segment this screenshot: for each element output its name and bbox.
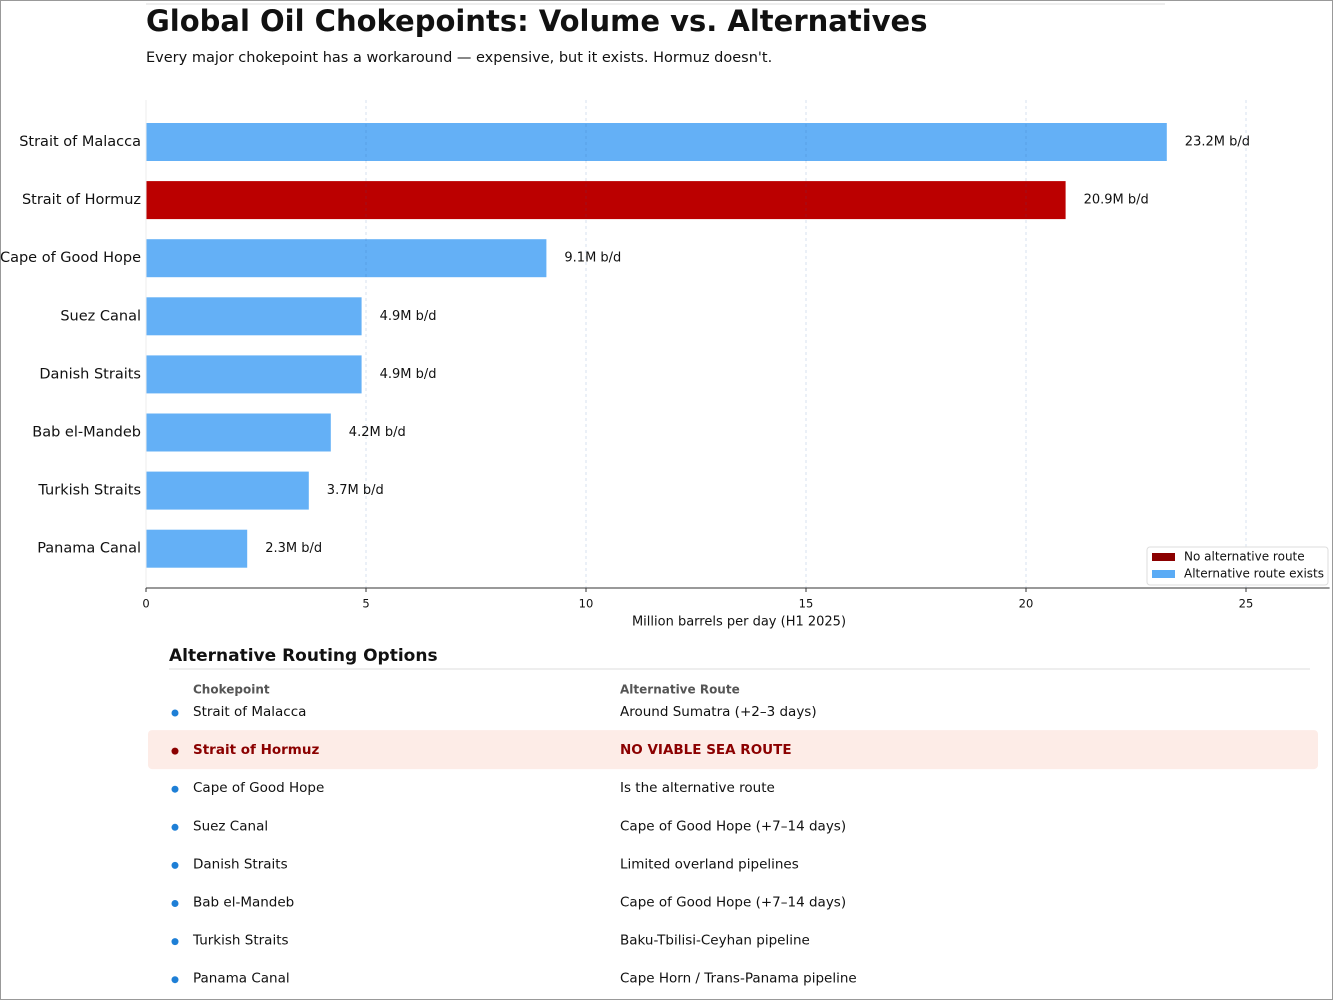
table-title: Alternative Routing Options [169, 646, 438, 666]
value-label: 2.3M b/d [265, 541, 322, 556]
table-header: Chokepoint [193, 683, 270, 697]
table-cell: Suez Canal [193, 818, 268, 834]
legend-swatch [1152, 570, 1175, 578]
row-dot [171, 938, 179, 946]
value-label: 3.7M b/d [327, 483, 384, 498]
category-label: Strait of Hormuz [22, 192, 141, 208]
chart-title: Global Oil Chokepoints: Volume vs. Alter… [146, 4, 927, 38]
x-tick-label: 5 [362, 597, 369, 611]
legend-label: Alternative route exists [1184, 567, 1324, 581]
value-label: 4.2M b/d [349, 425, 406, 440]
table-cell: Danish Straits [193, 856, 288, 872]
table-cell: Bab el-Mandeb [193, 895, 294, 911]
table-cell: Is the alternative route [620, 780, 775, 796]
table-cell: NO VIABLE SEA ROUTE [620, 742, 792, 758]
highlight-row [148, 730, 1318, 770]
table-cell: Cape of Good Hope [193, 780, 324, 796]
category-label: Turkish Straits [37, 483, 141, 499]
bar [146, 181, 1066, 220]
table-cell: Limited overland pipelines [620, 856, 799, 872]
value-label: 20.9M b/d [1084, 193, 1149, 208]
value-label: 4.9M b/d [380, 309, 437, 324]
chart-subtitle: Every major chokepoint has a workaround … [146, 50, 772, 66]
row-dot [171, 747, 179, 755]
row-dot [171, 823, 179, 831]
bar [146, 529, 248, 568]
x-tick-label: 15 [799, 597, 814, 611]
legend-label: No alternative route [1184, 550, 1305, 564]
bar [146, 355, 362, 394]
bar [146, 123, 1167, 161]
row-dot [171, 785, 179, 793]
table-cell: Strait of Hormuz [193, 742, 319, 758]
table-cell: Baku-Tbilisi-Ceyhan pipeline [620, 933, 810, 949]
row-dot [171, 976, 179, 984]
category-label: Bab el-Mandeb [32, 425, 141, 441]
table-cell: Turkish Straits [192, 933, 289, 949]
category-label: Strait of Malacca [19, 134, 141, 150]
category-label: Cape of Good Hope [0, 250, 141, 266]
table-cell: Cape of Good Hope (+7–14 days) [620, 818, 846, 834]
table-cell: Around Sumatra (+2–3 days) [620, 704, 817, 720]
row-dot [171, 900, 179, 907]
table-header: Alternative Route [620, 683, 740, 697]
category-label: Danish Straits [39, 366, 141, 382]
x-tick-label: 10 [579, 597, 594, 611]
table-cell: Panama Canal [193, 971, 290, 987]
value-label: 9.1M b/d [564, 251, 621, 266]
value-label: 23.2M b/d [1185, 135, 1250, 150]
row-dot [171, 861, 179, 869]
category-label: Panama Canal [37, 541, 141, 557]
legend-box [1146, 546, 1329, 586]
bar [146, 413, 331, 452]
table-cell: Strait of Malacca [193, 704, 306, 720]
value-label: 4.9M b/d [380, 367, 437, 382]
table-cell: Cape Horn / Trans-Panama pipeline [620, 971, 857, 987]
table-cell: Cape of Good Hope (+7–14 days) [620, 895, 846, 911]
x-tick-label: 0 [142, 597, 149, 611]
x-tick-label: 20 [1019, 597, 1034, 611]
bar [146, 239, 547, 278]
x-tick-label: 25 [1239, 597, 1254, 611]
bar [146, 471, 309, 510]
bar [146, 297, 362, 336]
row-dot [171, 709, 179, 717]
x-axis-label: Million barrels per day (H1 2025) [632, 615, 846, 630]
legend-swatch [1152, 553, 1175, 561]
category-label: Suez Canal [60, 308, 141, 324]
